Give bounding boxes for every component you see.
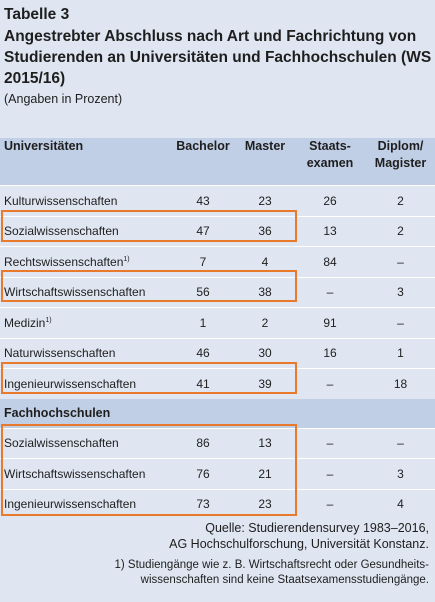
cell-master: 23 (258, 497, 272, 512)
table-row: Sozialwissenschaften 86 13 – – (0, 428, 435, 459)
table-label: Tabelle 3 (4, 6, 70, 23)
cell-diplom: – (397, 315, 404, 330)
cell-bachelor: 41 (196, 376, 210, 391)
table-row: Naturwissenschaften 46 30 16 1 (0, 338, 435, 369)
row-label: Naturwissenschaften (4, 346, 116, 361)
cell-master: 23 (258, 193, 272, 208)
cell-diplom: 2 (397, 193, 404, 208)
cell-master: 2 (261, 315, 269, 330)
cell-diplom: 1 (397, 346, 404, 361)
data-table: Universitäten Bachelor Master Staats-exa… (0, 138, 435, 519)
table-header-block: Tabelle 3 Angestrebter Abschluss nach Ar… (4, 4, 432, 108)
table-row: Ingenieurwissenschaften 73 23 – 4 (0, 489, 435, 519)
table-row: Sozialwissenschaften 47 36 13 2 (0, 216, 435, 247)
cell-master: 39 (258, 376, 272, 391)
row-label: Ingenieurwissenschaften (4, 376, 137, 391)
column-header-bachelor: Bachelor (170, 138, 236, 186)
column-header-universities: Universitäten (0, 138, 170, 186)
cell-bachelor: 46 (196, 346, 210, 361)
table-row: Kulturwissenschaften 43 23 26 2 (0, 185, 435, 217)
cell-master: 30 (258, 346, 272, 361)
footnote-marker: 1) (45, 316, 52, 324)
cell-diplom: – (397, 436, 404, 451)
cell-staatsexamen: 84 (323, 254, 337, 269)
table-row: Ingenieurwissenschaften 41 39 – 18 (0, 368, 435, 399)
footer-block: Quelle: Studierendensurvey 1983–2016, AG… (9, 520, 430, 588)
table-row: Wirtschaftswissenschaften 76 21 – 3 (0, 458, 435, 490)
source-line-1: Quelle: Studierendensurvey 1983–2016, (205, 521, 429, 535)
row-label: Sozialwissenschaften (4, 436, 119, 451)
row-label: Wirtschaftswissenschaften (4, 285, 146, 300)
cell-staatsexamen: – (326, 497, 334, 512)
cell-diplom: 18 (393, 376, 408, 391)
cell-bachelor: 47 (196, 224, 210, 239)
cell-staatsexamen: – (326, 285, 334, 300)
row-label: Wirtschaftswissenschaften (4, 466, 146, 481)
source-line-2: AG Hochschulforschung, Universität Konst… (169, 537, 429, 551)
footnote-marker: 1) (123, 255, 130, 263)
cell-staatsexamen: – (326, 376, 334, 391)
table-row: Rechtswissenschaften1) 7 4 84 – (0, 246, 435, 278)
footnote: 1) Studiengänge wie z. B. Wirtschaftsrec… (114, 559, 430, 586)
cell-diplom: 3 (397, 466, 404, 481)
cell-diplom: 2 (397, 224, 404, 239)
table-row: Wirtschaftswissenschaften 56 38 – 3 (0, 277, 435, 308)
highlight-box-sozial-uni (1, 210, 297, 242)
row-label: Medizin1) (4, 315, 52, 330)
column-header-diplom: Diplom/Magister (366, 138, 435, 186)
table-row: Medizin1) 1 2 91 – (0, 307, 435, 339)
cell-master: 13 (258, 436, 272, 451)
cell-bachelor: 86 (196, 436, 210, 451)
cell-staatsexamen: 16 (323, 346, 337, 361)
table-subtitle: (Angaben in Prozent) (4, 92, 123, 106)
cell-diplom: 4 (397, 497, 404, 512)
cell-master: 21 (258, 466, 272, 481)
cell-staatsexamen: 91 (323, 315, 337, 330)
highlight-box-ingenieur-uni (1, 362, 297, 394)
cell-master: 36 (258, 224, 272, 239)
cell-master: 4 (261, 254, 269, 269)
cell-bachelor: 76 (196, 466, 210, 481)
cell-master: 38 (258, 285, 272, 300)
cell-staatsexamen: – (326, 466, 334, 481)
cell-bachelor: 7 (199, 254, 207, 269)
cell-staatsexamen: – (326, 436, 334, 451)
cell-bachelor: 73 (196, 497, 210, 512)
cell-bachelor: 56 (196, 285, 210, 300)
cell-diplom: – (397, 254, 404, 269)
column-header-master: Master (236, 138, 294, 186)
section-title: Fachhochschulen (0, 398, 435, 428)
cell-staatsexamen: 26 (323, 193, 337, 208)
highlight-box-fachhochschulen (1, 424, 297, 516)
cell-diplom: 3 (397, 285, 404, 300)
cell-bachelor: 43 (196, 193, 210, 208)
row-label: Ingenieurwissenschaften (4, 497, 137, 512)
row-label: Rechtswissenschaften1) (4, 254, 130, 269)
highlight-box-wirtschaft-uni (1, 270, 297, 302)
header-row: Universitäten Bachelor Master Staats-exa… (0, 138, 435, 186)
cell-bachelor: 1 (199, 315, 207, 330)
table-title: Angestrebter Abschluss nach Art und Fach… (4, 28, 432, 87)
row-label: Kulturwissenschaften (4, 193, 118, 208)
section-row-fachhochschulen: Fachhochschulen (0, 398, 435, 428)
row-label: Sozialwissenschaften (4, 224, 119, 239)
cell-staatsexamen: 13 (323, 224, 337, 239)
column-header-staatsexamen: Staats-examen (294, 138, 366, 186)
